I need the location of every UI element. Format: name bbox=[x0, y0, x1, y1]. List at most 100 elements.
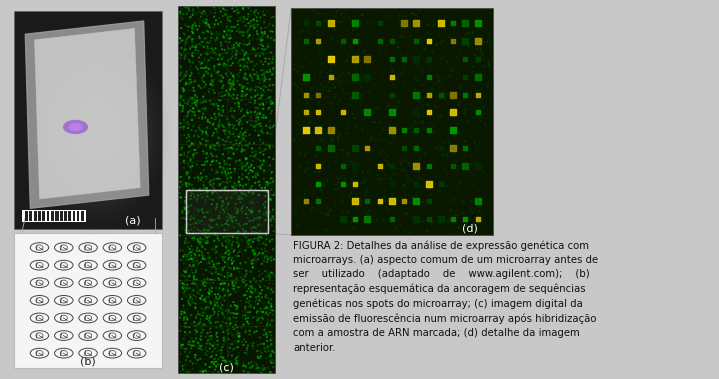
Point bbox=[245, 88, 257, 94]
Point bbox=[447, 145, 459, 151]
Point bbox=[206, 34, 217, 41]
Point bbox=[315, 110, 326, 116]
Point bbox=[332, 33, 344, 39]
Point bbox=[217, 311, 229, 317]
Point bbox=[176, 123, 188, 129]
Point bbox=[385, 10, 397, 16]
Point bbox=[324, 164, 336, 170]
Point bbox=[377, 22, 388, 28]
Point bbox=[400, 211, 412, 217]
Point bbox=[185, 202, 196, 208]
Point bbox=[188, 258, 199, 265]
Point bbox=[258, 115, 270, 121]
Point bbox=[226, 80, 238, 86]
Point bbox=[179, 71, 191, 77]
Point bbox=[467, 69, 478, 75]
Point bbox=[362, 39, 373, 45]
Point bbox=[216, 56, 227, 62]
Point bbox=[198, 8, 209, 14]
Point bbox=[217, 199, 229, 205]
Point bbox=[262, 69, 273, 75]
Point bbox=[204, 255, 216, 261]
Point bbox=[237, 88, 249, 94]
Point bbox=[464, 100, 476, 106]
Ellipse shape bbox=[71, 99, 120, 164]
Point bbox=[258, 258, 270, 265]
Point bbox=[417, 69, 429, 75]
Point bbox=[383, 186, 394, 192]
Point bbox=[210, 114, 221, 121]
Point bbox=[296, 23, 307, 30]
Point bbox=[224, 199, 235, 205]
Point bbox=[347, 27, 359, 33]
Point bbox=[220, 233, 232, 240]
Point bbox=[415, 184, 426, 190]
Point bbox=[386, 38, 398, 44]
Point bbox=[225, 265, 237, 271]
Circle shape bbox=[30, 296, 49, 305]
Point bbox=[196, 14, 207, 20]
Point bbox=[260, 76, 271, 82]
Point bbox=[256, 315, 267, 321]
Point bbox=[258, 262, 270, 268]
Point bbox=[256, 158, 267, 164]
Point bbox=[242, 237, 253, 243]
Point bbox=[464, 222, 475, 228]
Point bbox=[203, 119, 214, 125]
Point bbox=[228, 145, 239, 151]
Point bbox=[245, 100, 257, 106]
Point bbox=[232, 207, 243, 213]
Point bbox=[197, 329, 209, 335]
Point bbox=[214, 213, 225, 219]
Point bbox=[252, 252, 263, 258]
Point bbox=[331, 137, 342, 143]
Point bbox=[235, 121, 247, 127]
Point bbox=[201, 28, 213, 34]
Point bbox=[237, 85, 248, 91]
Point bbox=[414, 77, 426, 83]
Point bbox=[176, 185, 188, 191]
Point bbox=[260, 332, 272, 338]
Point bbox=[217, 137, 229, 143]
Point bbox=[308, 19, 319, 25]
Point bbox=[215, 194, 226, 200]
Point bbox=[224, 85, 236, 91]
Point bbox=[360, 157, 371, 163]
Point bbox=[191, 324, 203, 330]
Point bbox=[203, 57, 215, 63]
Point bbox=[175, 72, 186, 78]
Point bbox=[374, 175, 385, 182]
Point bbox=[239, 312, 251, 318]
Point bbox=[198, 281, 210, 287]
Point bbox=[191, 102, 202, 108]
Point bbox=[246, 86, 257, 92]
Point bbox=[219, 337, 230, 343]
Point bbox=[186, 127, 197, 133]
Point bbox=[230, 280, 242, 286]
Point bbox=[224, 33, 236, 39]
Point bbox=[268, 82, 280, 88]
Point bbox=[206, 190, 218, 196]
Point bbox=[255, 355, 266, 361]
Point bbox=[198, 148, 209, 154]
Point bbox=[324, 209, 335, 215]
Point bbox=[267, 34, 278, 40]
Point bbox=[219, 274, 230, 280]
Point bbox=[476, 49, 487, 55]
Point bbox=[204, 345, 216, 351]
Point bbox=[203, 86, 215, 92]
Point bbox=[253, 84, 265, 90]
Point bbox=[188, 105, 199, 111]
Point bbox=[196, 65, 208, 71]
Point bbox=[249, 152, 261, 158]
Point bbox=[260, 185, 271, 191]
Point bbox=[257, 125, 268, 131]
Point bbox=[451, 198, 462, 204]
Point bbox=[235, 16, 247, 22]
Point bbox=[234, 134, 245, 140]
Point bbox=[258, 202, 270, 208]
Point bbox=[378, 219, 390, 225]
Point bbox=[201, 143, 212, 149]
Point bbox=[435, 65, 446, 71]
Point bbox=[368, 191, 380, 197]
